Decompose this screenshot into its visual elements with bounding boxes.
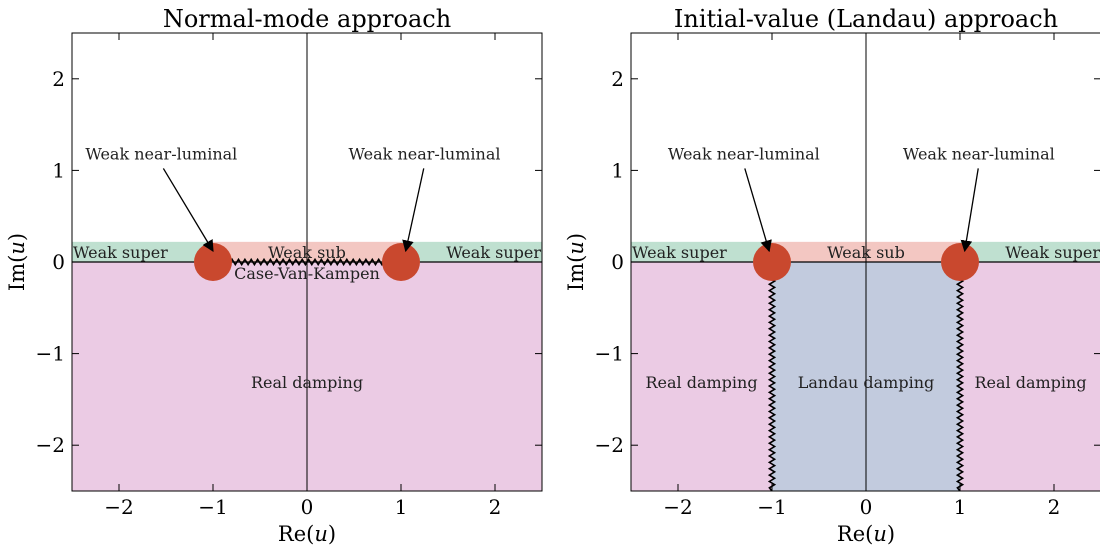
x-tick-label: 2 [1048, 495, 1061, 519]
y-tick-label: −2 [36, 433, 65, 457]
y-tick-label: −1 [36, 342, 65, 366]
annotation-arrow [162, 168, 214, 253]
x-tick-label: −1 [198, 495, 227, 519]
region-label: Weak super [73, 243, 168, 262]
y-tick-label: 1 [52, 158, 65, 182]
region-label: Weak super [1005, 243, 1100, 262]
region-label: Real damping [645, 373, 757, 392]
region-weak-super [631, 241, 772, 262]
y-tick-label: −2 [595, 433, 624, 457]
x-tick-label: 1 [395, 495, 408, 519]
x-tick-label: 0 [860, 495, 873, 519]
region-real-damping [960, 262, 1100, 491]
region-weak-super [960, 241, 1100, 262]
initial-value-chart: Initial-value (Landau) approach Weak sup… [564, 5, 1100, 546]
branch-cut [212, 257, 402, 267]
annotation-label: Weak near-luminal [668, 144, 820, 163]
annotation-label: Weak near-luminal [903, 144, 1055, 163]
annotation-label: Weak near-luminal [85, 144, 237, 163]
x-tick-label: 2 [489, 495, 502, 519]
x-tick-label: −2 [663, 495, 692, 519]
pole-marker [941, 243, 979, 281]
x-tick-label: 0 [301, 495, 314, 519]
region-label: Weak super [632, 243, 727, 262]
x-tick-label: −1 [757, 495, 786, 519]
plot-area: Weak super Weak sub Weak super Real damping… [595, 32, 1100, 519]
chart-title: Normal-mode approach [163, 5, 451, 33]
region-label: Real damping [251, 373, 363, 392]
y-tick-label: 2 [52, 67, 65, 91]
annotation-label: Weak near-luminal [349, 144, 501, 163]
branch-cut-label: Case-Van-Kampen [234, 264, 380, 283]
region-label: Landau damping [798, 373, 935, 392]
region-weak-super [401, 241, 542, 262]
normal-mode-chart: Normal-mode approach Weak super Weak sub W… [5, 5, 543, 546]
branch-cut [955, 261, 965, 492]
y-tick-label: 0 [611, 250, 624, 274]
region-label: Weak super [446, 243, 541, 262]
y-axis-title: Im(u) [564, 233, 588, 291]
y-tick-label: 2 [611, 67, 624, 91]
region-weak-super [72, 241, 213, 262]
annotation-arrow [402, 168, 425, 253]
annotation-arrow [960, 168, 979, 253]
pole-marker [194, 243, 232, 281]
plot-area: Weak super Weak sub Weak super Real damping… [36, 32, 543, 519]
x-tick-label: 1 [954, 495, 967, 519]
pole-marker [753, 243, 791, 281]
x-axis-title: Re(u) [837, 522, 895, 546]
x-tick-label: −2 [104, 495, 133, 519]
y-tick-label: 0 [52, 250, 65, 274]
annotation-arrow [744, 168, 772, 253]
region-label: Weak sub [268, 243, 346, 262]
region-real-damping [631, 262, 772, 491]
x-axis-title: Re(u) [278, 522, 336, 546]
y-axis-title: Im(u) [5, 233, 29, 291]
pole-marker [382, 243, 420, 281]
region-label: Real damping [974, 373, 1086, 392]
branch-cut [767, 261, 777, 492]
region-label: Weak sub [827, 243, 905, 262]
y-tick-label: −1 [595, 342, 624, 366]
chart-title: Initial-value (Landau) approach [674, 5, 1058, 33]
y-tick-label: 1 [611, 158, 624, 182]
